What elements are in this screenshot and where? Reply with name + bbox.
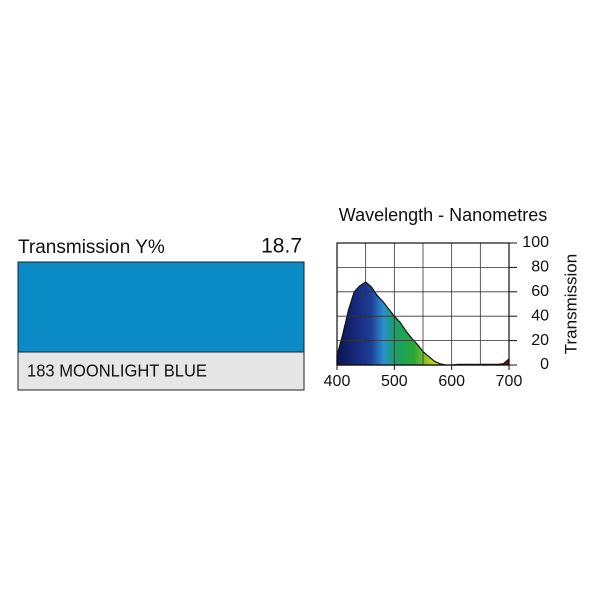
x-tick-label: 400: [324, 373, 351, 390]
transmission-area: [336, 281, 510, 366]
color-swatch: [17, 261, 305, 353]
name-strip: [17, 351, 305, 391]
transmission-label: Transmission Y%: [18, 237, 165, 258]
y-tick-label: 0: [540, 356, 549, 373]
x-tick-label: 500: [381, 373, 408, 390]
y-axis-label: Transmission: [561, 254, 580, 354]
y-tick-label: 40: [531, 307, 549, 324]
y-tick-label: 100: [522, 234, 549, 251]
y-tick-label: 20: [531, 332, 549, 349]
transmission-value: 18.7: [261, 235, 302, 258]
filter-name: 183 MOONLIGHT BLUE: [27, 360, 207, 381]
y-tick-label: 80: [531, 259, 549, 276]
chart-title: Wavelength - Nanometres: [339, 205, 547, 225]
y-tick-label: 60: [531, 283, 549, 300]
x-tick-label: 700: [496, 373, 523, 390]
x-tick-label: 600: [438, 373, 465, 390]
plot: 400 500 600 700 0 20 40 60 80 100: [324, 234, 549, 390]
plot-frame: [336, 242, 510, 366]
